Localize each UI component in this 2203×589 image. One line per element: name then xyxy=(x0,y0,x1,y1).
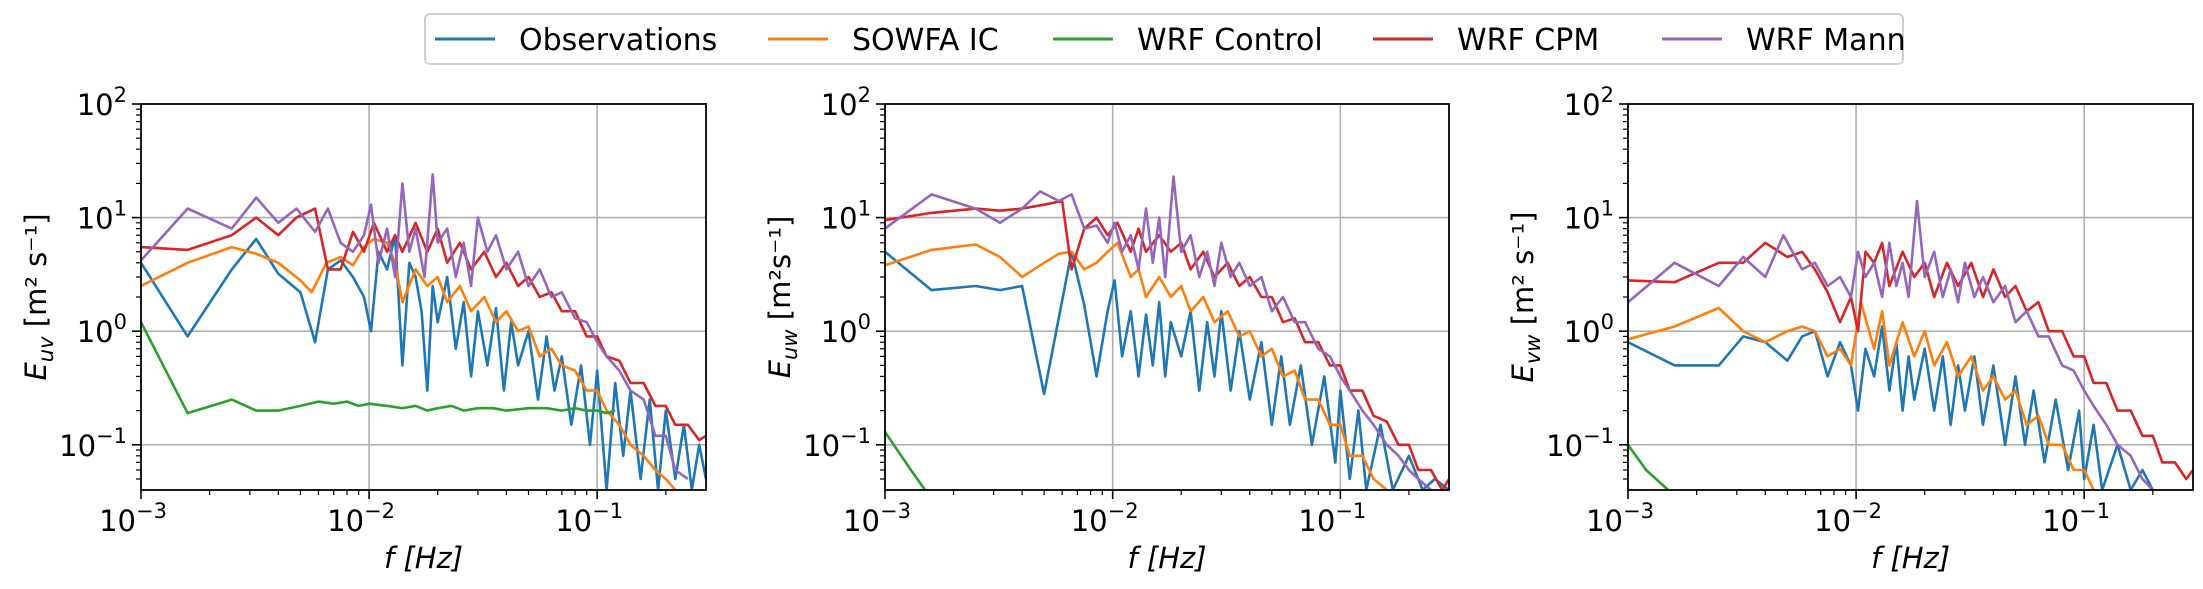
minor-ticks xyxy=(1623,108,2154,495)
x-tick-label: 10−3 xyxy=(843,499,911,538)
y-axis-label: Euw [m²s⁻¹] xyxy=(763,216,802,379)
y-axis-label: Euv [m² s⁻¹] xyxy=(19,213,58,380)
series-line-observations xyxy=(885,250,1449,490)
series-group xyxy=(1628,199,2193,490)
series-line-wrf-control xyxy=(1628,444,1670,490)
legend-label: SOWFA IC xyxy=(852,23,999,58)
y-tick-label: 102 xyxy=(77,83,127,122)
series-line-wrf-control xyxy=(885,431,927,490)
y-tick-label: 101 xyxy=(1564,197,1614,236)
x-tick-label: 10−2 xyxy=(1071,499,1139,538)
y-tick-label: 102 xyxy=(1564,83,1614,122)
y-tick-label: 101 xyxy=(77,197,127,236)
y-tick-label: 102 xyxy=(821,83,871,122)
legend-frame xyxy=(424,13,1904,65)
minor-ticks xyxy=(880,108,1410,495)
series-line-wrf-cpm xyxy=(1628,241,2193,481)
series-line-wrf-mann xyxy=(885,175,1432,490)
y-axis-label: Evw [m² s⁻¹] xyxy=(1506,212,1545,383)
legend-label: WRF Control xyxy=(1137,23,1323,58)
legend-label: Observations xyxy=(519,23,717,58)
series-line-wrf-cpm xyxy=(885,199,1449,490)
series-line-wrf-mann xyxy=(1628,199,2154,490)
y-tick-label: 100 xyxy=(821,310,871,349)
legend-entry: Observations xyxy=(435,23,717,58)
x-tick-label: 10−1 xyxy=(1298,499,1366,538)
series-line-sowfa-ic xyxy=(1628,300,2095,490)
panel-uv: 10−3 10−2 10−1 10−1 100 101 102 f [Hz] Euv [m² s… xyxy=(19,83,707,575)
x-tick-label: 10−3 xyxy=(1586,499,1654,538)
series-group xyxy=(885,175,1449,490)
grid xyxy=(1628,104,2193,490)
series-line-wrf-cpm xyxy=(141,207,706,442)
series-line-observations xyxy=(141,233,706,490)
x-tick-label: 10−1 xyxy=(555,499,623,538)
series-line-sowfa-ic xyxy=(141,237,677,490)
legend-entry: SOWFA IC xyxy=(768,23,999,58)
x-tick-label: 10−2 xyxy=(327,499,395,538)
y-tick-label: 10−1 xyxy=(1546,424,1614,463)
series-line-sowfa-ic xyxy=(885,241,1388,490)
legend: Observations SOWFA IC WRF Control WRF CPM WR… xyxy=(424,13,1906,65)
y-tick-label: 10−1 xyxy=(803,424,871,463)
panel-vw: 10−3 10−2 10−1 10−1 100 101 102 f [Hz] Evw [m² s… xyxy=(1506,83,2194,575)
legend-entry: WRF Control xyxy=(1053,23,1323,58)
y-tick-label: 100 xyxy=(1564,310,1614,349)
y-tick-label: 10−1 xyxy=(59,424,127,463)
x-axis-label: f [Hz] xyxy=(384,541,463,575)
axes-frame xyxy=(1627,103,2194,491)
x-axis-label: f [Hz] xyxy=(1127,541,1206,575)
legend-entry: WRF Mann xyxy=(1662,23,1906,58)
series-line-wrf-mann xyxy=(141,173,689,481)
y-tick-label: 100 xyxy=(77,310,127,349)
legend-label: WRF CPM xyxy=(1457,23,1599,58)
grid xyxy=(885,104,1449,490)
x-axis-label: f [Hz] xyxy=(1871,541,1950,575)
minor-ticks xyxy=(136,108,667,495)
series-group xyxy=(141,173,706,490)
panel-uw: 10−3 10−2 10−1 10−1 100 101 102 f [Hz] Euw [m²s⁻… xyxy=(763,83,1450,575)
series-line-wrf-control xyxy=(141,321,616,415)
y-tick-label: 101 xyxy=(821,197,871,236)
legend-label: WRF Mann xyxy=(1746,23,1906,58)
series-line-observations xyxy=(1628,325,2154,490)
x-tick-label: 10−3 xyxy=(99,499,167,538)
x-tick-label: 10−2 xyxy=(1814,499,1882,538)
legend-entry: WRF CPM xyxy=(1373,23,1599,58)
x-tick-label: 10−1 xyxy=(2042,499,2110,538)
axes-frame xyxy=(884,103,1450,491)
